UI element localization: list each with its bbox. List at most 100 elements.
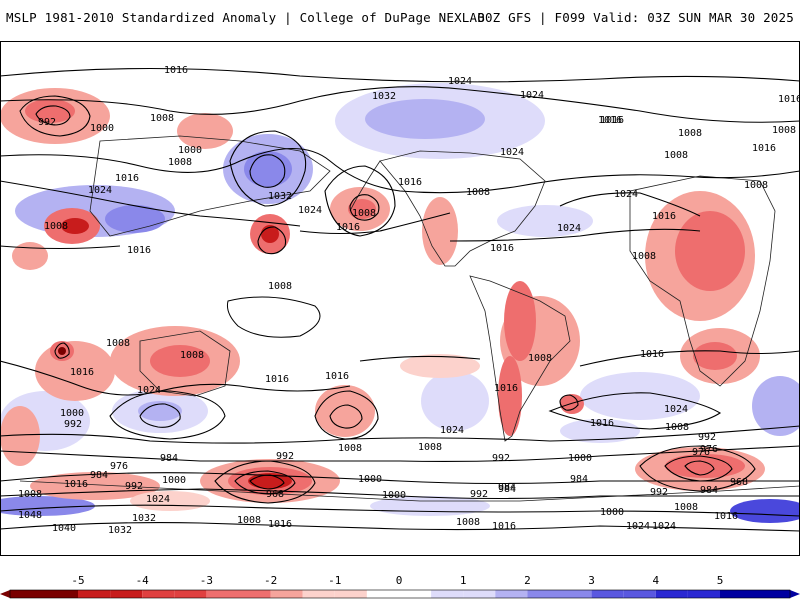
colorbar-segment — [334, 590, 367, 598]
colorbar-tick-label: 3 — [588, 574, 595, 587]
isobar-label: 1024 — [500, 147, 524, 158]
isobar-label: 1008 — [268, 281, 292, 292]
isobar-label: 1008 — [665, 422, 689, 433]
isobar-label: 1000 — [358, 474, 382, 485]
colorbar-tick-label: -5 — [71, 574, 84, 587]
colorbar-segment — [399, 590, 432, 598]
isobar-label: 1016 — [494, 383, 518, 394]
isobar-label: 1024 — [664, 404, 688, 415]
colorbar-segment — [78, 590, 111, 598]
isobar-label: 1016 — [398, 177, 422, 188]
isobar-label: 1008 — [352, 208, 376, 219]
isobar-label: 1008 — [106, 338, 130, 349]
colorbar-segment — [623, 590, 656, 598]
isobar-label: 968 — [730, 477, 748, 488]
isobar-label: 1024 — [448, 76, 472, 87]
isobar-label: 984 — [570, 474, 588, 485]
colorbar-segment — [270, 590, 303, 598]
isobar-label: 992 — [276, 451, 294, 462]
isobar-label: 1048 — [18, 510, 42, 521]
colorbar-tick-label: -3 — [200, 574, 213, 587]
isobar-label: 1008 — [168, 157, 192, 168]
isobar-label: 1016 — [115, 173, 139, 184]
isobar-label: 1000 — [568, 453, 592, 464]
isobar-label: 1024 — [614, 189, 638, 200]
isobar-label: 1016 — [64, 479, 88, 490]
isobar-label: 992 — [650, 487, 668, 498]
colorbar-segment — [10, 590, 78, 598]
isobar-label: 1032 — [268, 191, 292, 202]
isobar-label: 1008 — [664, 150, 688, 161]
isobar-label: 992 — [38, 117, 56, 128]
colorbar-segment — [495, 590, 528, 598]
colorbar-tick-label: 1 — [460, 574, 467, 587]
isobar-label: 1008 — [44, 221, 68, 232]
colorbar-segment — [720, 590, 790, 598]
isobar-label: 1016 — [325, 371, 349, 382]
isobar-label: 976 — [110, 461, 128, 472]
isobar-label: 1016 — [164, 65, 188, 76]
isobar-label: 1008 — [418, 442, 442, 453]
colorbar-outline — [9, 589, 791, 599]
colorbar-segment — [527, 590, 560, 598]
positive-anomaly-shading — [0, 83, 800, 523]
isobar-label: 1024 — [298, 205, 322, 216]
isobar-label: 1008 — [466, 187, 490, 198]
isobar-label: 1000 — [178, 145, 202, 156]
isobar-label: 1000 — [90, 123, 114, 134]
isobar-label: 992 — [64, 419, 82, 430]
isobar-label: 1016 — [492, 521, 516, 532]
colorbar-segment — [366, 590, 399, 598]
map-title: MSLP 1981-2010 Standardized Anomaly | Co… — [6, 10, 485, 25]
colorbar-tick-label: 5 — [717, 574, 724, 587]
colorbar-segment — [591, 590, 624, 598]
isobar-label: 1000 — [382, 490, 406, 501]
colorbar-tick-label: 2 — [524, 574, 531, 587]
isobar-label: 1024 — [137, 385, 161, 396]
isobar-label: 984 — [498, 482, 516, 493]
colorbar-tick-label: 0 — [396, 574, 403, 587]
colorbar-segment — [206, 590, 239, 598]
isobar-label: 1024 — [440, 425, 464, 436]
colorbar-tick-label: -2 — [264, 574, 277, 587]
colorbar-svg: -5 -4 -3 -2 -1 0 1 2 3 4 5 — [0, 574, 800, 599]
isobar-label: 1008 — [678, 128, 702, 139]
colorbar-segment — [655, 590, 688, 598]
isobar-label: 976 — [700, 444, 718, 455]
isobar-label: 1008 — [674, 502, 698, 513]
colorbar-tick-label: 4 — [652, 574, 659, 587]
isobar-label: 1016 — [778, 94, 800, 105]
colorbar-segment — [110, 590, 143, 598]
map-header: MSLP 1981-2010 Standardized Anomaly | Co… — [0, 0, 800, 38]
isobar-label: 1032 — [132, 513, 156, 524]
coastlines — [19, 135, 800, 502]
colorbar-right-arrow — [790, 590, 800, 598]
isobar-label: 1016 — [336, 222, 360, 233]
isobar-label: 1024 — [88, 185, 112, 196]
isobar-label: 1016 — [268, 519, 292, 530]
colorbar-segment — [559, 590, 592, 598]
colorbar-segment — [463, 590, 496, 598]
isobar-label: 984 — [160, 453, 178, 464]
isobar-label: 1016 — [590, 418, 614, 429]
model-run-valid-time: 00Z GFS | F099 Valid: 03Z SUN MAR 30 202… — [477, 10, 794, 25]
isobar-label: 1016 — [714, 511, 738, 522]
negative-anomaly-shading — [0, 88, 765, 511]
colorbar-segment — [431, 590, 464, 598]
isobar-label: 984 — [90, 470, 108, 481]
isobar-label: 1032 — [372, 91, 396, 102]
isobar-label: 1016 — [640, 349, 664, 360]
isobar-label: 1016 — [490, 243, 514, 254]
mslp-anomaly-map: 1016 1024 1032 1024 1016 1016 1008 1008 … — [0, 41, 800, 556]
isobar-label: 1008 — [456, 517, 480, 528]
isobar-label: 1024 — [557, 223, 581, 234]
isobar-label: 1008 — [772, 125, 796, 136]
isobar-label: 976 — [692, 447, 710, 458]
isobar-label: 984 — [700, 485, 718, 496]
colorbar-tick-label: -1 — [328, 574, 341, 587]
anomaly-colorbar: -5 -4 -3 -2 -1 0 1 2 3 4 5 — [0, 560, 800, 600]
isobar-label: 1024 — [626, 521, 650, 532]
isobar-contours — [0, 67, 800, 532]
colorbar-segment — [142, 590, 175, 598]
isobar-label: 1016 — [265, 374, 289, 385]
